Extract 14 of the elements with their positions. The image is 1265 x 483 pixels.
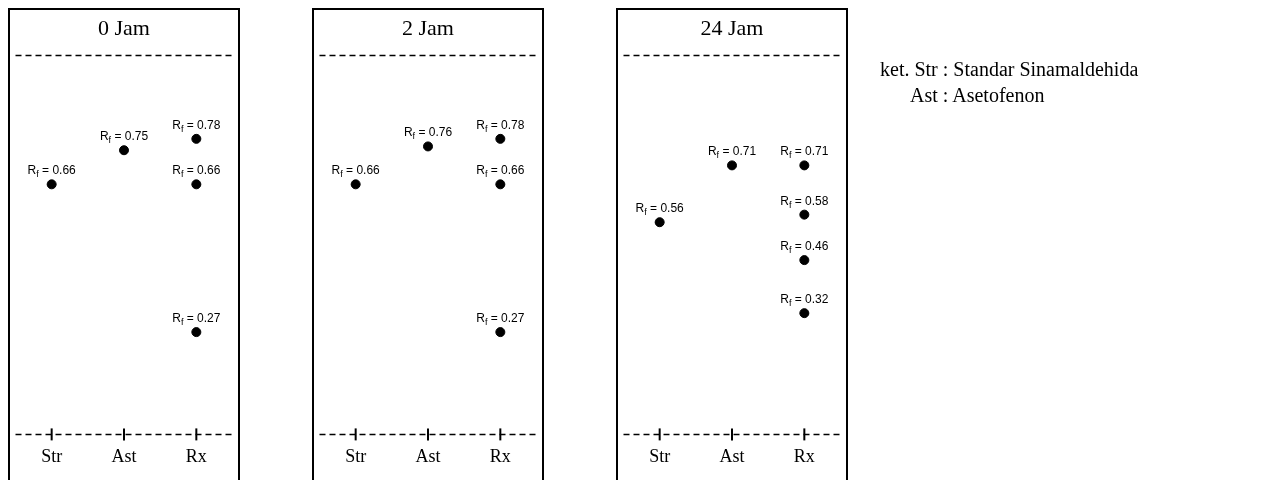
chart-title: 2 Jam bbox=[401, 14, 455, 42]
chart-title: 0 Jam bbox=[97, 14, 151, 42]
x-tick-label: Ast bbox=[719, 445, 745, 466]
x-tick-label: Str bbox=[345, 445, 367, 466]
text: ket. Str : Standar Sinamaldehida bbox=[880, 57, 1139, 82]
x-tick-label: Rx bbox=[489, 445, 511, 466]
x-tick-label: Str bbox=[41, 445, 63, 466]
text: Ast : Asetofenon bbox=[909, 83, 1046, 108]
x-tick-label: Rx bbox=[185, 445, 207, 466]
x-tick-label: Rx bbox=[793, 445, 815, 466]
x-tick-label: Ast bbox=[415, 445, 441, 466]
x-tick-label: Ast bbox=[111, 445, 137, 466]
chart-title: 24 Jam bbox=[699, 14, 765, 42]
x-tick-label: Str bbox=[649, 445, 671, 466]
